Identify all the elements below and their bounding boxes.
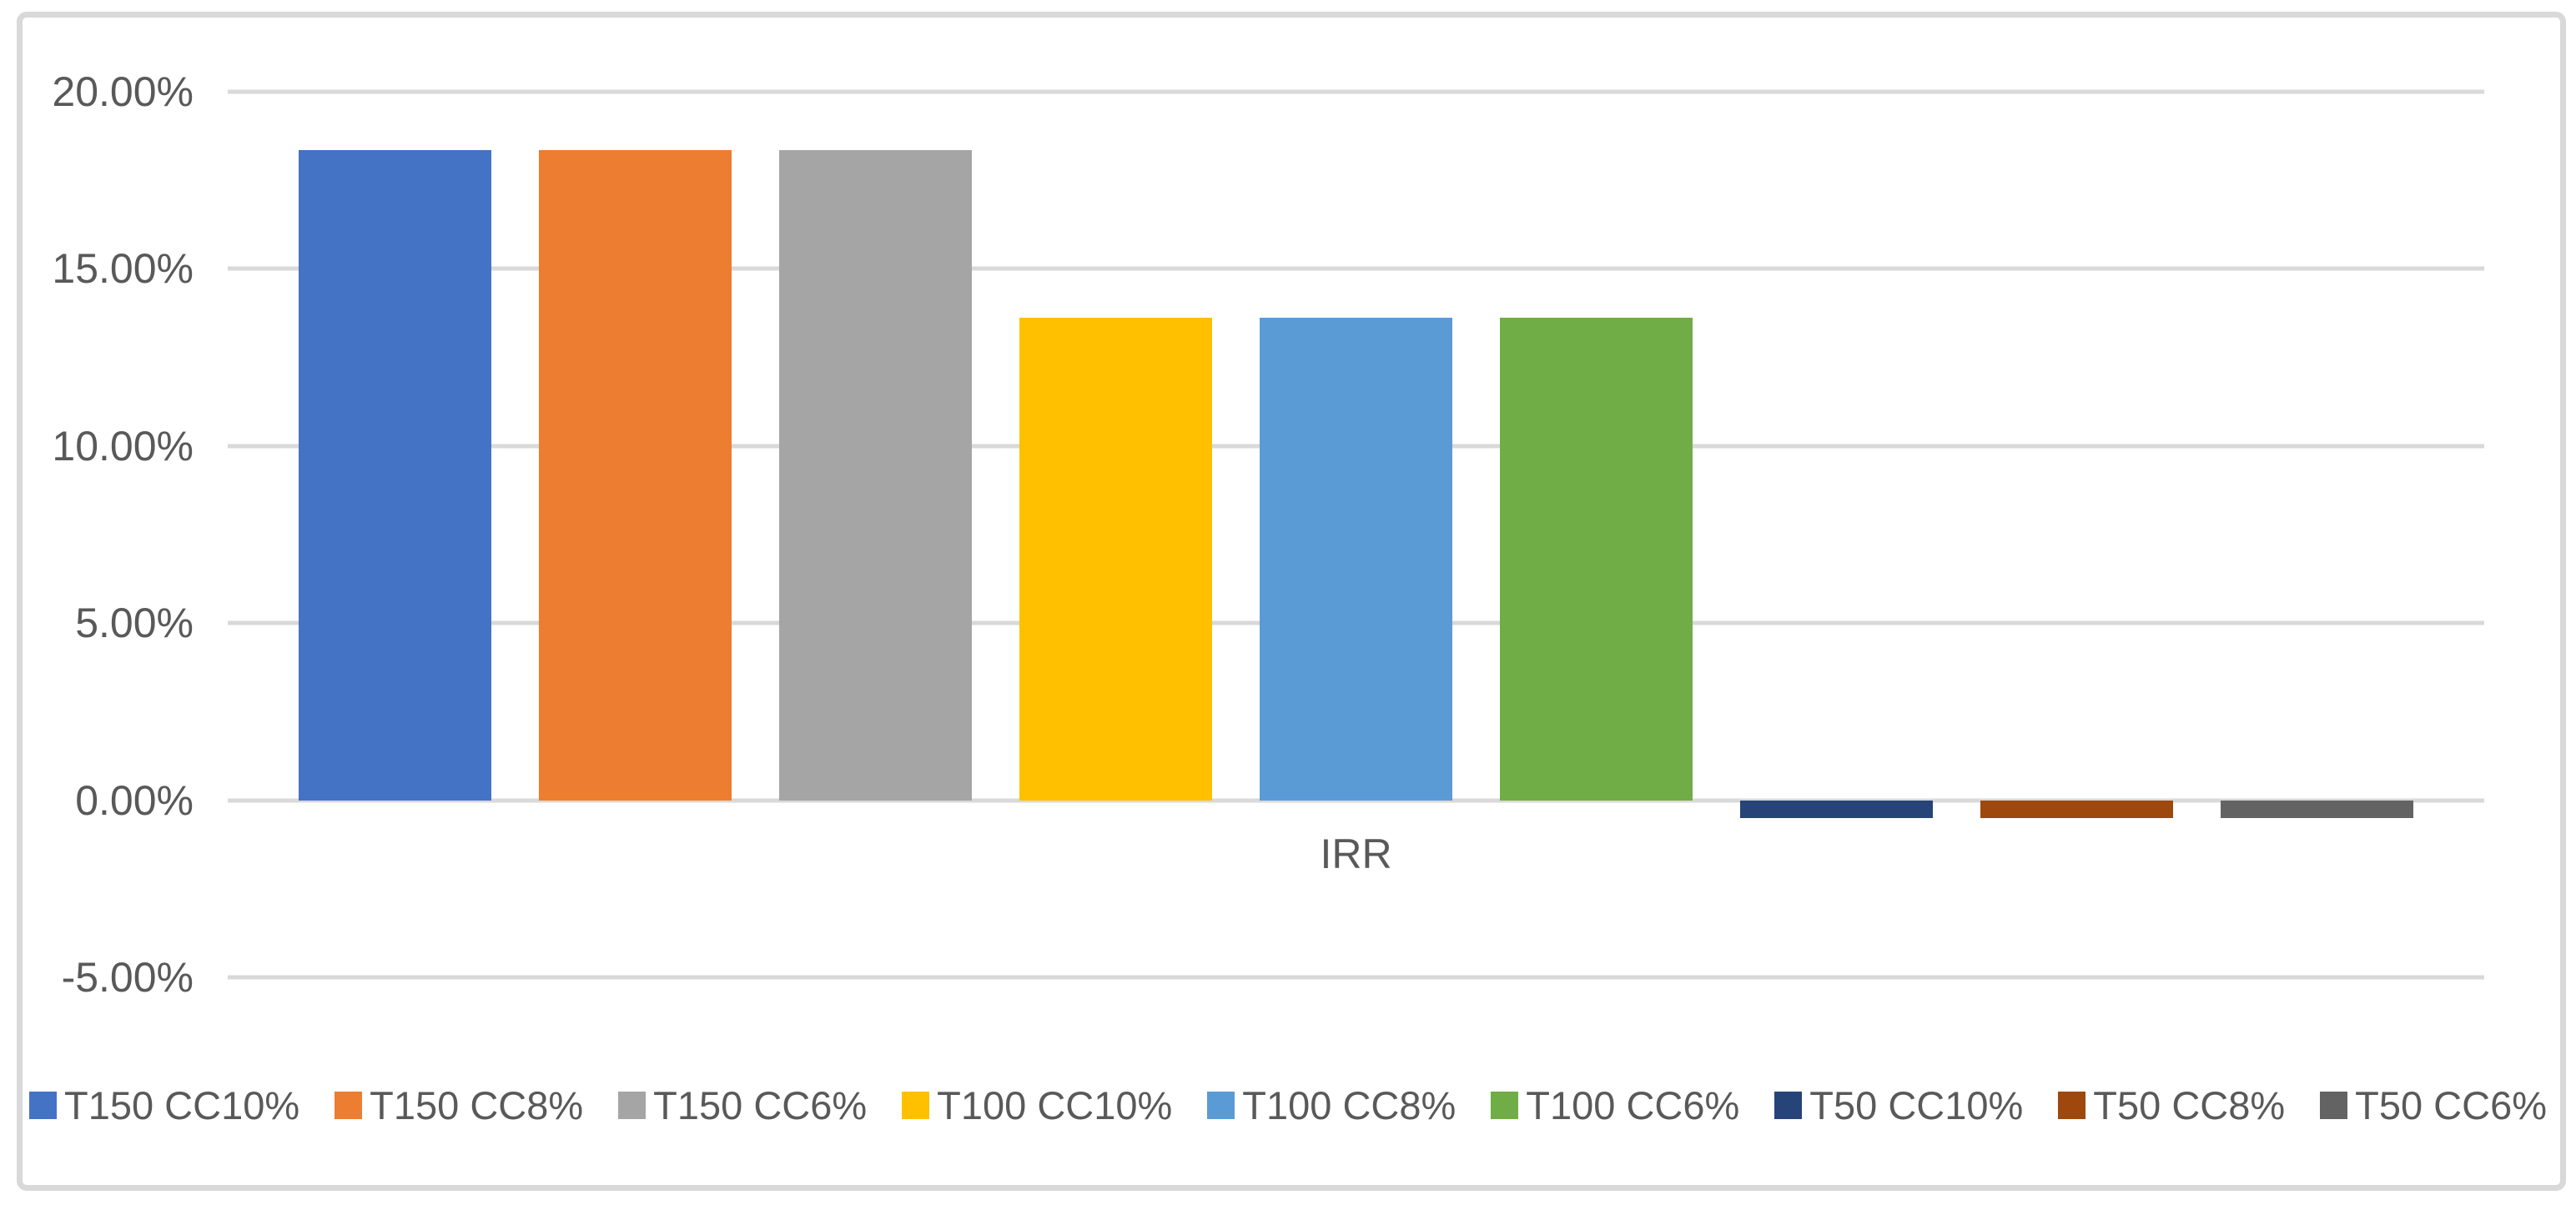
- legend-label: T100 CC6%: [1526, 1083, 1740, 1127]
- bar-t50-cc8-: [1980, 800, 2173, 818]
- gridline-20: [228, 89, 2484, 94]
- legend-label: T50 CC6%: [2355, 1083, 2547, 1127]
- legend-swatch-icon: [902, 1092, 930, 1119]
- gridline--5: [228, 975, 2484, 980]
- legend-item-t100-cc10-: T100 CC10%: [902, 1082, 1172, 1128]
- legend-item-t50-cc6-: T50 CC6%: [2320, 1082, 2547, 1128]
- legend-item-t100-cc6-: T100 CC6%: [1491, 1082, 1739, 1128]
- bar-t100-cc6-: [1500, 317, 1693, 801]
- legend-swatch-icon: [1207, 1092, 1235, 1119]
- y-tick-label-0: 20.00%: [52, 68, 194, 115]
- legend-item-t100-cc8-: T100 CC8%: [1207, 1082, 1456, 1128]
- legend-swatch-icon: [2320, 1092, 2348, 1119]
- y-tick-label-2: 10.00%: [52, 422, 194, 469]
- legend-item-t150-cc10-: T150 CC10%: [29, 1082, 299, 1128]
- legend-label: T150 CC8%: [370, 1083, 584, 1127]
- bar-t150-cc8-: [539, 149, 732, 801]
- y-axis: 20.00% 15.00% 10.00% 5.00% 0.00% -5.00%: [0, 68, 194, 1001]
- legend-item-t150-cc8-: T150 CC8%: [335, 1082, 583, 1128]
- legend: T150 CC10% T150 CC8% T150 CC6% T100 CC10% T1…: [0, 1082, 2576, 1128]
- legend-swatch-icon: [29, 1092, 57, 1119]
- legend-swatch-icon: [335, 1092, 363, 1119]
- legend-label: T150 CC10%: [64, 1083, 300, 1127]
- legend-label: T50 CC10%: [1809, 1083, 2024, 1127]
- bar-t100-cc8-: [1260, 317, 1452, 801]
- legend-item-t50-cc8-: T50 CC8%: [2058, 1082, 2285, 1128]
- gridline-15: [228, 266, 2484, 271]
- plot-area: [228, 89, 2484, 980]
- legend-swatch-icon: [1491, 1092, 1519, 1119]
- legend-item-t150-cc6-: T150 CC6%: [618, 1082, 867, 1128]
- y-tick-label-5: -5.00%: [61, 954, 194, 1001]
- y-tick-label-3: 5.00%: [75, 600, 194, 647]
- bar-t100-cc10-: [1019, 317, 1212, 801]
- bar-t150-cc6-: [779, 149, 972, 801]
- legend-swatch-icon: [1774, 1092, 1803, 1119]
- legend-swatch-icon: [618, 1092, 647, 1119]
- category-axis-label: IRR: [1320, 831, 1392, 877]
- legend-label: T100 CC8%: [1242, 1083, 1457, 1127]
- y-tick-label-1: 15.00%: [52, 245, 194, 293]
- y-tick-label-4: 0.00%: [75, 776, 194, 824]
- legend-swatch-icon: [2058, 1092, 2086, 1119]
- bar-t150-cc10-: [299, 149, 491, 801]
- bar-t50-cc6-: [2221, 800, 2413, 818]
- legend-label: T50 CC8%: [2093, 1083, 2286, 1127]
- legend-label: T150 CC6%: [653, 1083, 868, 1127]
- legend-label: T100 CC10%: [937, 1083, 1173, 1127]
- bar-t50-cc10-: [1740, 800, 1933, 818]
- legend-item-t50-cc10-: T50 CC10%: [1774, 1082, 2023, 1128]
- gridline-0: [228, 798, 2484, 803]
